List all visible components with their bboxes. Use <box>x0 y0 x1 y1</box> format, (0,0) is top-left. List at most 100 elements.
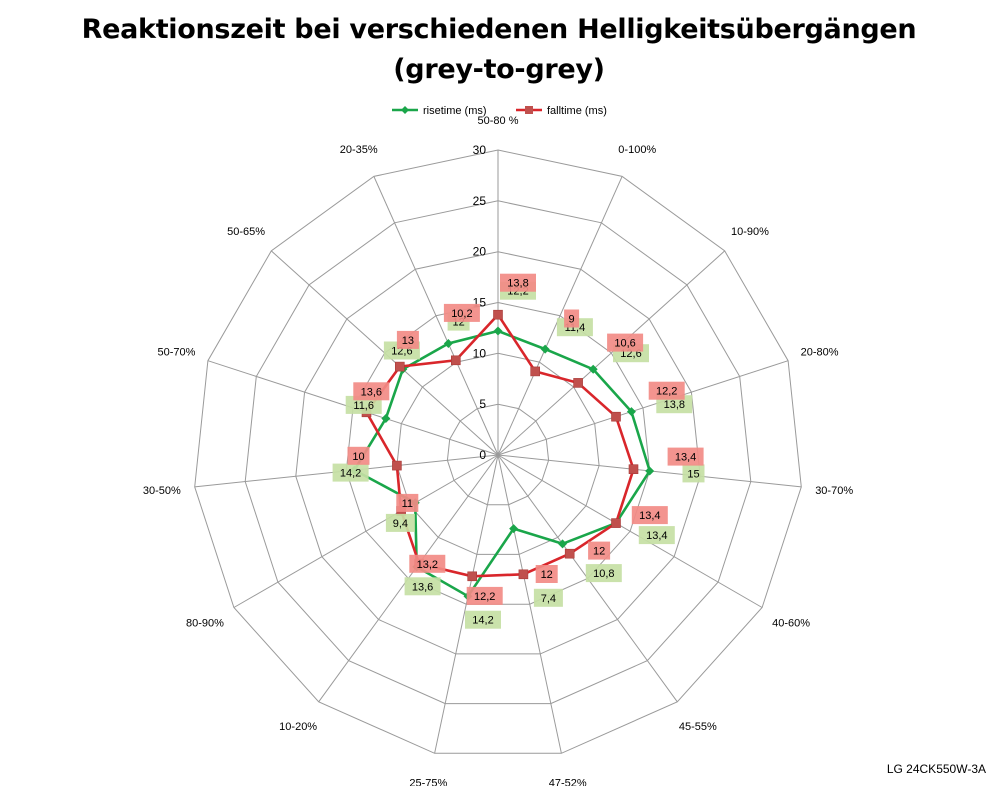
data-label: 13 <box>402 335 414 347</box>
category-label: 10-20% <box>279 721 317 733</box>
category-label: 50-70% <box>157 347 195 359</box>
data-label-box <box>533 588 563 607</box>
data-label-box <box>667 447 704 466</box>
data-point <box>493 309 503 320</box>
legend-marker <box>401 106 409 114</box>
axis-tick-label: 30 <box>473 143 487 157</box>
model-caption: LG 24CK550W-3A <box>886 762 986 776</box>
data-label: 13,8 <box>507 278 528 290</box>
data-label-box <box>631 506 668 525</box>
series-line <box>352 329 652 598</box>
data-label: 13,4 <box>675 452 696 464</box>
data-point <box>450 355 461 366</box>
legend-entry: risetime (ms) <box>423 105 487 117</box>
category-label: 30-50% <box>143 485 181 497</box>
data-point <box>493 326 503 336</box>
axis-tick-label: 20 <box>473 245 487 259</box>
data-point <box>394 361 405 372</box>
data-point <box>540 344 550 354</box>
legend-entry: falltime (ms) <box>547 105 607 117</box>
data-label-box <box>564 309 580 328</box>
axis-tick-label: 25 <box>473 194 487 208</box>
data-label-box <box>396 493 419 512</box>
data-label-box <box>409 554 446 573</box>
data-label-box <box>396 330 419 349</box>
data-label-box <box>332 463 369 482</box>
chart-title-line-2: (grey-to-grey) <box>393 54 605 85</box>
axis-tick-label: 0 <box>479 448 486 462</box>
data-label-box <box>385 513 415 532</box>
data-label: 12,2 <box>656 386 677 398</box>
data-label-box <box>607 333 644 352</box>
data-label-box <box>585 564 622 583</box>
chart-title: Reaktionszeit bei verschiedenen Helligke… <box>0 10 998 90</box>
data-label: 13,4 <box>646 530 667 542</box>
chart-title-line-1: Reaktionszeit bei verschiedenen Helligke… <box>81 14 917 45</box>
data-label-box <box>466 586 503 605</box>
data-label: 13,2 <box>417 559 438 571</box>
grid-spoke <box>497 250 726 456</box>
data-point <box>564 548 575 559</box>
grid-spoke <box>373 176 499 456</box>
category-label: 30-70% <box>815 485 853 497</box>
data-label: 14,2 <box>472 615 493 627</box>
data-point <box>611 518 621 528</box>
data-label: 9 <box>569 314 575 326</box>
data-point <box>628 464 639 475</box>
data-labels-falltime: 13,8 9 10,6 12,2 13,4 13,4 12 12 12,2 13,2 11 10 13,… <box>347 273 704 605</box>
category-label: 50-80 % <box>478 115 519 127</box>
data-label: 13,4 <box>639 510 660 522</box>
data-point <box>558 539 568 549</box>
category-label: 20-80% <box>801 347 839 359</box>
data-label: 10,8 <box>593 568 614 580</box>
data-label: 13,8 <box>664 399 685 411</box>
data-label: 12 <box>541 569 553 581</box>
category-label: 20-35% <box>340 144 378 156</box>
grid-spoke <box>233 454 499 608</box>
data-label-box <box>404 577 441 596</box>
grid-spoke <box>497 360 789 456</box>
grid-spoke <box>497 454 562 754</box>
data-point <box>509 524 519 534</box>
category-label: 50-65% <box>227 226 265 238</box>
data-label: 11 <box>402 498 413 510</box>
grid-ring <box>446 403 550 506</box>
data-label-box <box>535 565 558 583</box>
grid-ring <box>244 200 752 705</box>
data-label: 13,6 <box>361 386 382 398</box>
data-point <box>588 364 598 374</box>
category-label: 10-90% <box>731 226 769 238</box>
grid-ring <box>295 251 701 655</box>
data-point <box>381 414 391 424</box>
category-label: 0-100% <box>618 144 656 156</box>
grid-ring <box>194 149 802 754</box>
data-label: 15 <box>687 468 699 480</box>
category-label: 80-90% <box>186 618 224 630</box>
data-point <box>573 378 583 388</box>
grid-spoke <box>497 176 623 456</box>
data-point <box>443 339 453 349</box>
grid-spoke <box>434 454 499 754</box>
category-label: 25-75% <box>409 778 447 786</box>
data-label-box <box>347 446 370 465</box>
legend: risetime (ms) falltime (ms) <box>392 105 607 117</box>
data-label: 11,6 <box>353 400 374 412</box>
axis-tick-label: 5 <box>479 397 486 411</box>
data-label: 10 <box>352 451 364 463</box>
data-label-box <box>682 464 705 483</box>
data-label: 13,6 <box>412 581 433 593</box>
data-label-box <box>588 541 611 560</box>
data-label: 9,4 <box>393 518 408 530</box>
data-point <box>611 411 621 422</box>
data-point <box>645 466 655 476</box>
category-label: 47-52% <box>549 778 587 786</box>
data-label-box <box>465 610 501 629</box>
data-label-box <box>443 303 480 322</box>
legend-marker <box>525 106 533 114</box>
data-label: 12 <box>593 546 605 558</box>
data-label: 12,2 <box>474 591 495 603</box>
data-label-box <box>648 381 685 400</box>
data-label: 10,2 <box>451 308 472 320</box>
radar-grid <box>194 149 802 754</box>
